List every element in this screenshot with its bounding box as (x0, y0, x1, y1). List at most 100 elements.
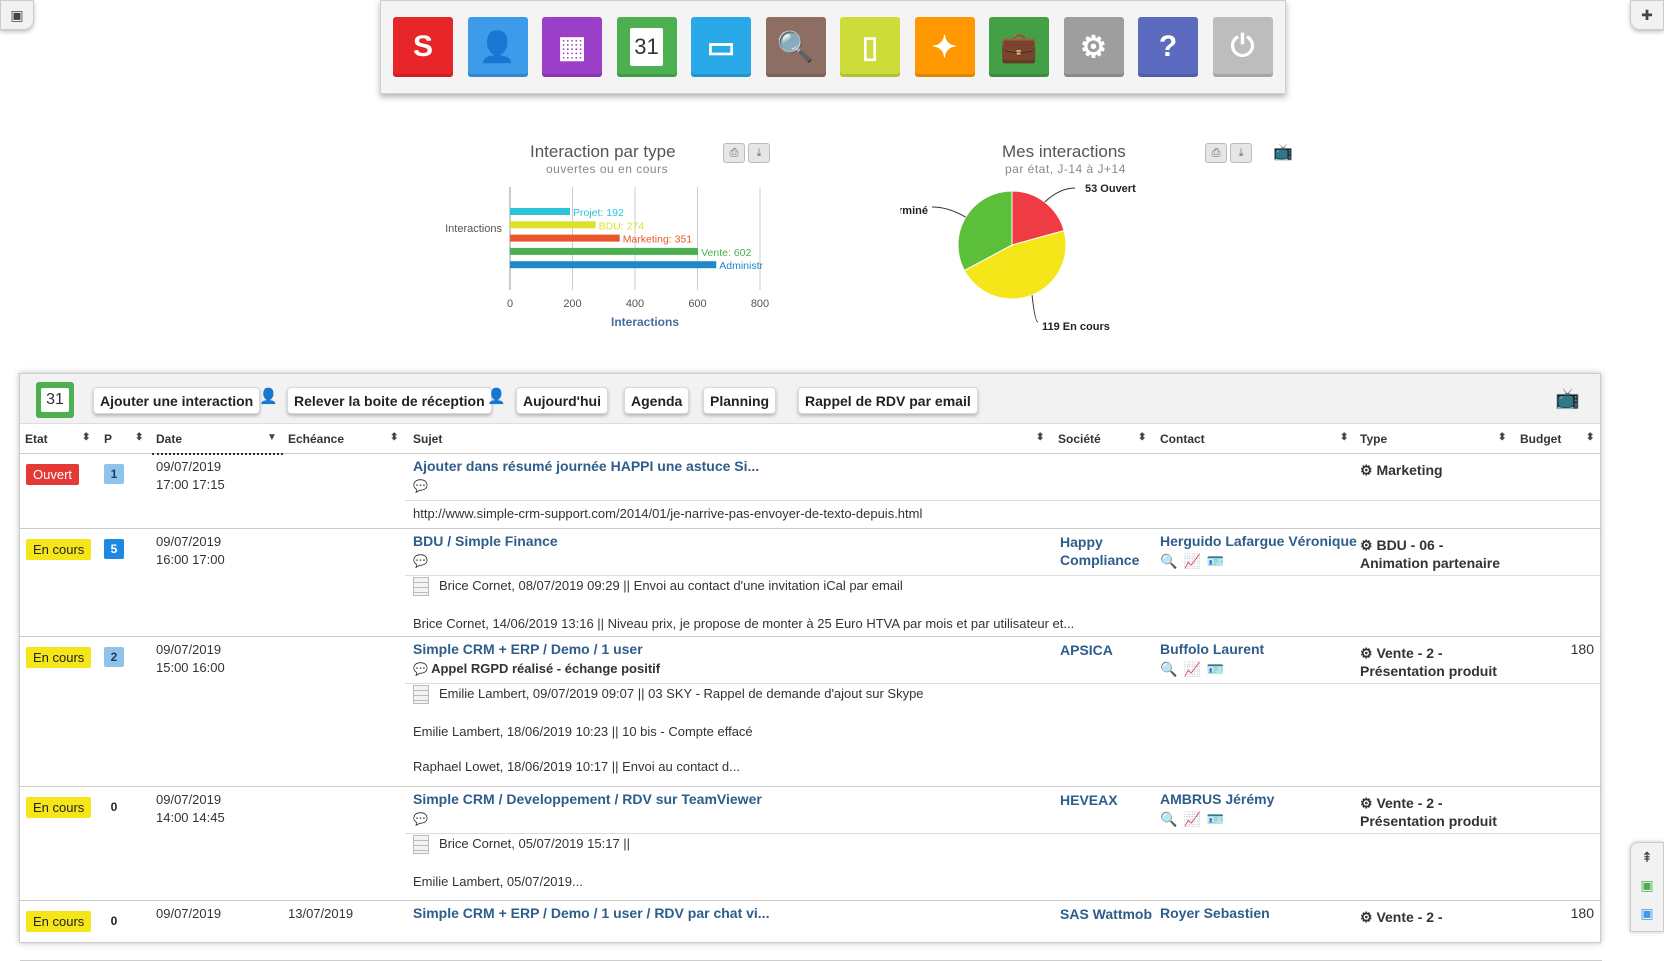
planning-button[interactable]: Planning (703, 387, 777, 414)
search-icon[interactable]: 🔍 (1160, 811, 1184, 827)
status-badge[interactable]: En cours (26, 647, 92, 668)
bar-bdu[interactable] (510, 221, 596, 229)
col-contact[interactable]: Contact (1160, 432, 1205, 446)
contact-link[interactable]: Herguido Lafargue Véronique (1160, 533, 1357, 549)
status-badge[interactable]: Ouvert (26, 464, 80, 485)
company-link[interactable]: Happy Compliance (1060, 534, 1140, 568)
sort-icon[interactable]: ⬍ (1586, 432, 1595, 443)
sort-icon[interactable]: ⬍ (135, 432, 144, 443)
subject-link[interactable]: BDU / Simple Finance (413, 533, 558, 549)
pie-slice-en-cours[interactable] (963, 229, 1067, 300)
col-p[interactable]: P (104, 432, 113, 446)
pie-slice-terminé[interactable] (957, 190, 1013, 272)
add-interaction-button[interactable]: Ajouter une interaction (93, 387, 261, 414)
search-icon[interactable]: 🔍 (1160, 553, 1184, 569)
power-icon[interactable]: ⏻ (1212, 17, 1273, 77)
chart-icon[interactable]: 📈 (1183, 661, 1207, 677)
col-budget[interactable]: Budget (1520, 432, 1562, 446)
print-chart-button[interactable]: ⎙ (723, 143, 745, 163)
subject-link[interactable]: Simple CRM + ERP / Demo / 1 user / RDV p… (413, 905, 770, 921)
companies-icon[interactable]: ▦ (542, 17, 602, 77)
bar-projet[interactable] (510, 208, 570, 215)
sort-icon[interactable]: ⬍ (1498, 432, 1507, 443)
note-line[interactable]: Brice Cornet, 08/07/2019 09:29 || Envoi … (413, 577, 903, 596)
col-sujet[interactable]: Sujet (413, 432, 443, 446)
calendar-shortcut-button[interactable]: ▣ (1631, 871, 1663, 899)
bar-marketing[interactable] (510, 234, 620, 242)
col-societe[interactable]: Société (1058, 432, 1101, 446)
fullscreen-pie-button[interactable]: 📺 (1273, 142, 1293, 162)
status-badge[interactable]: En cours (26, 911, 92, 932)
email-reminder-button[interactable]: Rappel de RDV par email (798, 387, 978, 414)
agenda-button[interactable]: Agenda (624, 387, 690, 414)
note-line[interactable]: Emilie Lambert, 09/07/2019 09:07 || 03 S… (413, 685, 924, 704)
chart-icon[interactable]: 📈 (1183, 553, 1207, 569)
col-echeance[interactable]: Echéance (288, 432, 345, 446)
scroll-top-button[interactable]: ⇞ (1631, 843, 1663, 871)
help-icon[interactable]: ? (1138, 17, 1198, 77)
subject-link[interactable]: Ajouter dans résumé journée HAPPI une as… (413, 458, 760, 474)
bar-administr[interactable] (510, 261, 717, 269)
note-line[interactable]: Emilie Lambert, 05/07/2019... (413, 874, 583, 889)
search-icon[interactable]: 🔍 (1160, 661, 1184, 677)
note-line[interactable]: Raphael Lowet, 18/06/2019 10:17 || Envoi… (413, 759, 740, 774)
bar-chart-widget: Interaction par type ouvertes ou en cour… (420, 135, 800, 345)
contact-card-icon[interactable]: 🪪 (1206, 811, 1231, 827)
add-widget-button[interactable]: ✚ (1630, 0, 1664, 30)
note-line[interactable]: http://www.simple-crm-support.com/2014/0… (413, 506, 923, 521)
folder-icon[interactable]: ▭ (691, 17, 751, 77)
settings-icon[interactable]: ⚙ (1063, 17, 1124, 77)
compass-icon[interactable]: ✦ (914, 17, 975, 77)
chart-icon[interactable]: 📈 (1183, 811, 1207, 827)
sort-icon[interactable]: ⬍ (1138, 432, 1147, 443)
contact-link[interactable]: Buffolo Laurent (1160, 641, 1265, 657)
crm-logo-icon[interactable]: S (393, 17, 453, 77)
company-link[interactable]: HEVEAX (1060, 792, 1118, 808)
table-row[interactable]: En cours 0 09/07/2019 14:00 14:45 Simple CRM… (20, 787, 1602, 901)
subject-link[interactable]: Simple CRM / Developpement / RDV sur Tea… (413, 791, 762, 807)
contact-link[interactable]: Royer Sebastien (1160, 905, 1270, 921)
subject-link[interactable]: Simple CRM + ERP / Demo / 1 user (413, 641, 643, 657)
col-type[interactable]: Type (1360, 432, 1388, 446)
document-icon[interactable]: ▯ (840, 17, 900, 77)
bar-vente[interactable] (510, 247, 699, 255)
sort-icon[interactable]: ⬍ (390, 432, 399, 443)
contacts-icon[interactable]: 👤 (467, 17, 528, 77)
user-icon[interactable]: 👤 (487, 388, 506, 405)
company-link[interactable]: APSICA (1060, 642, 1113, 658)
download-chart-button[interactable]: ⤓ (748, 143, 770, 163)
contacts-shortcut-button[interactable]: ▣ (1631, 899, 1663, 927)
comment-line: 💬 (413, 478, 428, 493)
sort-desc-icon[interactable]: ▼ (267, 432, 277, 443)
sort-icon[interactable]: ⬍ (82, 432, 91, 443)
calendar-icon[interactable]: 31 (36, 382, 74, 418)
col-date[interactable]: Date (156, 432, 183, 446)
contact-card-icon[interactable]: 🪪 (1206, 553, 1231, 569)
search-icon[interactable]: 🔍 (765, 17, 826, 77)
col-etat[interactable]: Etat (25, 432, 48, 446)
sort-icon[interactable]: ⬍ (1036, 432, 1045, 443)
note-line[interactable]: Emilie Lambert, 18/06/2019 10:23 || 10 b… (413, 724, 753, 739)
table-row[interactable]: En cours 0 09/07/2019 13/07/2019 Simple CRM … (20, 901, 1602, 961)
today-button[interactable]: Aujourd'hui (516, 387, 608, 414)
note-line[interactable]: Brice Cornet, 05/07/2019 15:17 || (413, 835, 630, 854)
briefcase-icon[interactable]: 💼 (989, 17, 1049, 77)
table-row[interactable]: Ouvert 1 09/07/2019 17:00 17:15 Ajouter dans… (20, 454, 1602, 529)
status-badge[interactable]: En cours (26, 797, 92, 818)
sort-icon[interactable]: ⬍ (1340, 432, 1349, 443)
table-row[interactable]: En cours 5 09/07/2019 16:00 17:00 BDU / Simp… (20, 529, 1602, 637)
contact-link[interactable]: AMBRUS Jérémy (1160, 791, 1275, 807)
note-line[interactable]: Brice Cornet, 14/06/2019 13:16 || Niveau… (413, 616, 1075, 631)
calendar-icon[interactable]: 31 (616, 17, 677, 77)
check-inbox-button[interactable]: Relever la boite de réception (287, 387, 492, 414)
company-link[interactable]: SAS Wattmob (1060, 906, 1153, 922)
print-pie-button[interactable]: ⎙ (1205, 143, 1227, 163)
user-icon[interactable]: 👤 (259, 388, 278, 405)
contact-card-icon[interactable]: 🪪 (1206, 661, 1231, 677)
table-row[interactable]: En cours 2 09/07/2019 15:00 16:00 Simple CRM… (20, 637, 1602, 787)
download-pie-button[interactable]: ⤓ (1230, 143, 1252, 163)
tv-icon[interactable]: 📺 (1555, 388, 1580, 410)
status-badge[interactable]: En cours (26, 539, 92, 560)
interaction-type: ⚙ Vente - 2 - Présentation produit (1360, 795, 1497, 829)
screen-mode-button[interactable]: ▣ (0, 0, 34, 30)
